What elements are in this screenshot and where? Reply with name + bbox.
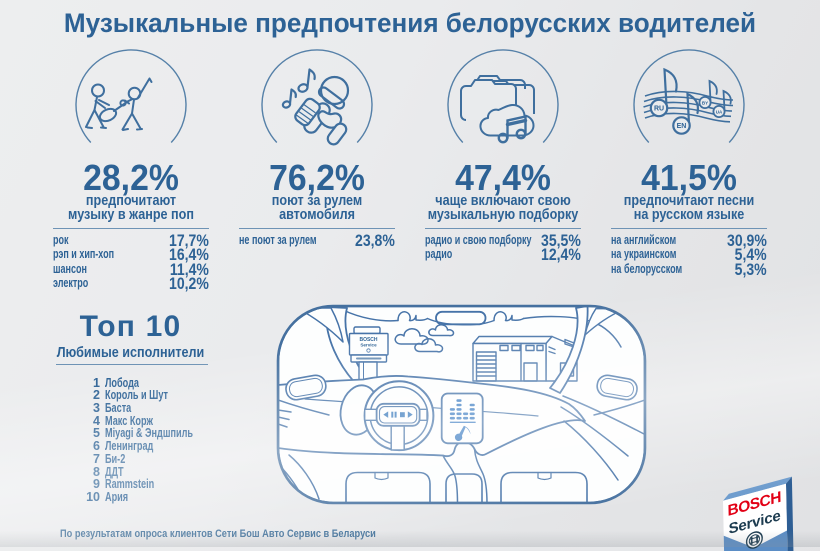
svg-text:BOSCH: BOSCH <box>359 337 377 343</box>
svg-text:Service: Service <box>360 343 377 348</box>
svg-text:UA: UA <box>716 110 723 115</box>
svg-text:EN: EN <box>677 123 687 130</box>
svg-text:BY: BY <box>702 101 708 106</box>
svg-text:RU: RU <box>654 106 664 113</box>
